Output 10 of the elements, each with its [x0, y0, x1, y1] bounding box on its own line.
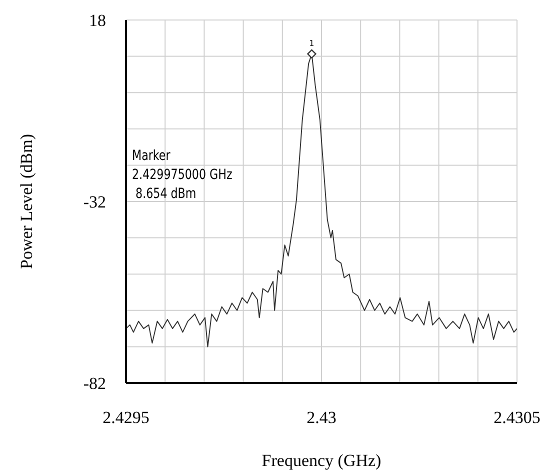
annotation: Marker 2.429975000 GHz 8.654 dBm [132, 147, 232, 204]
x-tick-label: 2.4305 [494, 408, 540, 428]
y-tick-label: -32 [83, 192, 106, 212]
y-tick-label: -82 [83, 374, 106, 394]
annotation: 1 [309, 38, 314, 48]
y-tick-label: 18 [89, 11, 106, 30]
y-axis-title: Power Level (dBm) [17, 134, 36, 270]
x-tick-label: 2.4295 [102, 408, 150, 428]
x-tick-label: 2.43 [306, 408, 336, 428]
x-axis-title: Frequency (GHz) [262, 451, 382, 470]
